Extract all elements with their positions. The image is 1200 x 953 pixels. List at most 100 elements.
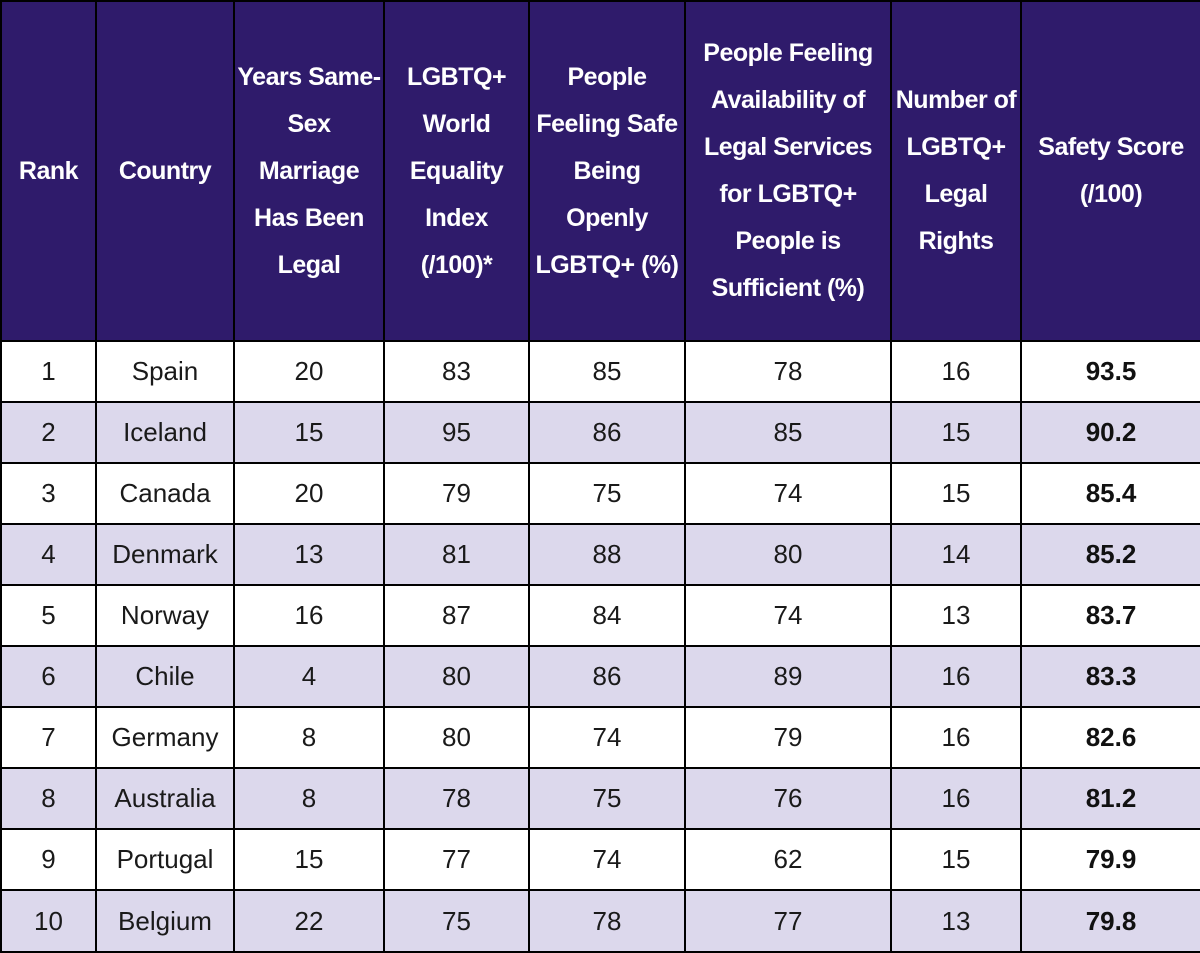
years-legal-cell: 13 [233,523,385,586]
feeling-safe-cell: 74 [528,828,686,891]
years-legal-cell: 20 [233,340,385,403]
table-row: 5 Norway 16 87 84 74 13 83.7 [0,584,1200,647]
header-feeling-safe: People Feeling Safe Being Openly LGBTQ+ … [528,0,686,342]
table-row: 4 Denmark 13 81 88 80 14 85.2 [0,523,1200,586]
rank-cell: 1 [0,340,97,403]
country-cell: Chile [95,645,235,708]
header-legal-services: People Feeling Availability of Legal Ser… [684,0,892,342]
table-header: Rank Country Years Same-Sex Marriage Has… [0,0,1200,342]
feeling-safe-cell: 75 [528,462,686,525]
table-row: 8 Australia 8 78 75 76 16 81.2 [0,767,1200,830]
equality-index-cell: 80 [383,706,530,769]
safety-score-cell: 85.2 [1020,523,1200,586]
table-row: 3 Canada 20 79 75 74 15 85.4 [0,462,1200,525]
legal-services-cell: 77 [684,889,892,953]
feeling-safe-cell: 85 [528,340,686,403]
country-cell: Norway [95,584,235,647]
years-legal-cell: 4 [233,645,385,708]
legal-services-cell: 89 [684,645,892,708]
table-row: 1 Spain 20 83 85 78 16 93.5 [0,340,1200,403]
country-cell: Germany [95,706,235,769]
header-years-legal: Years Same-Sex Marriage Has Been Legal [233,0,385,342]
safety-score-cell: 79.8 [1020,889,1200,953]
safety-score-cell: 79.9 [1020,828,1200,891]
equality-index-cell: 79 [383,462,530,525]
safety-score-cell: 85.4 [1020,462,1200,525]
legal-services-cell: 85 [684,401,892,464]
equality-index-cell: 78 [383,767,530,830]
header-country: Country [95,0,235,342]
country-cell: Spain [95,340,235,403]
years-legal-cell: 8 [233,706,385,769]
equality-index-cell: 83 [383,340,530,403]
table-body: 1 Spain 20 83 85 78 16 93.5 2 Iceland 15 95 86 85 15 90… [0,340,1200,953]
legal-rights-cell: 15 [890,462,1022,525]
legal-services-cell: 78 [684,340,892,403]
legal-rights-cell: 13 [890,889,1022,953]
safety-score-cell: 82.6 [1020,706,1200,769]
rank-cell: 10 [0,889,97,953]
years-legal-cell: 22 [233,889,385,953]
safety-score-cell: 83.3 [1020,645,1200,708]
legal-services-cell: 76 [684,767,892,830]
header-row: Rank Country Years Same-Sex Marriage Has… [0,0,1200,342]
safety-score-cell: 81.2 [1020,767,1200,830]
country-cell: Denmark [95,523,235,586]
safety-score-cell: 93.5 [1020,340,1200,403]
legal-rights-cell: 16 [890,645,1022,708]
rank-cell: 7 [0,706,97,769]
rank-cell: 8 [0,767,97,830]
feeling-safe-cell: 75 [528,767,686,830]
header-safety-score: Safety Score (/100) [1020,0,1200,342]
header-legal-rights: Number of LGBTQ+ Legal Rights [890,0,1022,342]
legal-rights-cell: 16 [890,706,1022,769]
feeling-safe-cell: 84 [528,584,686,647]
legal-rights-cell: 15 [890,828,1022,891]
country-cell: Canada [95,462,235,525]
equality-index-cell: 81 [383,523,530,586]
legal-services-cell: 74 [684,584,892,647]
legal-rights-cell: 13 [890,584,1022,647]
table-row: 9 Portugal 15 77 74 62 15 79.9 [0,828,1200,891]
legal-services-cell: 79 [684,706,892,769]
feeling-safe-cell: 86 [528,645,686,708]
table-row: 10 Belgium 22 75 78 77 13 79.8 [0,889,1200,953]
country-cell: Australia [95,767,235,830]
feeling-safe-cell: 86 [528,401,686,464]
legal-rights-cell: 15 [890,401,1022,464]
years-legal-cell: 20 [233,462,385,525]
years-legal-cell: 15 [233,828,385,891]
rank-cell: 9 [0,828,97,891]
rank-cell: 4 [0,523,97,586]
years-legal-cell: 8 [233,767,385,830]
legal-services-cell: 62 [684,828,892,891]
legal-services-cell: 74 [684,462,892,525]
legal-rights-cell: 16 [890,340,1022,403]
equality-index-cell: 77 [383,828,530,891]
header-rank: Rank [0,0,97,342]
feeling-safe-cell: 78 [528,889,686,953]
equality-index-cell: 75 [383,889,530,953]
country-cell: Belgium [95,889,235,953]
country-cell: Portugal [95,828,235,891]
rank-cell: 2 [0,401,97,464]
rank-cell: 6 [0,645,97,708]
legal-rights-cell: 14 [890,523,1022,586]
table-row: 2 Iceland 15 95 86 85 15 90.2 [0,401,1200,464]
rank-cell: 5 [0,584,97,647]
country-cell: Iceland [95,401,235,464]
rank-cell: 3 [0,462,97,525]
legal-services-cell: 80 [684,523,892,586]
equality-index-cell: 95 [383,401,530,464]
equality-index-cell: 87 [383,584,530,647]
years-legal-cell: 15 [233,401,385,464]
legal-rights-cell: 16 [890,767,1022,830]
feeling-safe-cell: 74 [528,706,686,769]
safety-score-cell: 83.7 [1020,584,1200,647]
years-legal-cell: 16 [233,584,385,647]
equality-index-cell: 80 [383,645,530,708]
header-equality-index: LGBTQ+ World Equality Index (/100)* [383,0,530,342]
table-row: 7 Germany 8 80 74 79 16 82.6 [0,706,1200,769]
feeling-safe-cell: 88 [528,523,686,586]
